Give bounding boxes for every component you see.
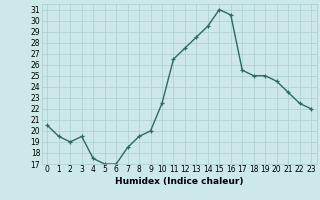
X-axis label: Humidex (Indice chaleur): Humidex (Indice chaleur): [115, 177, 244, 186]
